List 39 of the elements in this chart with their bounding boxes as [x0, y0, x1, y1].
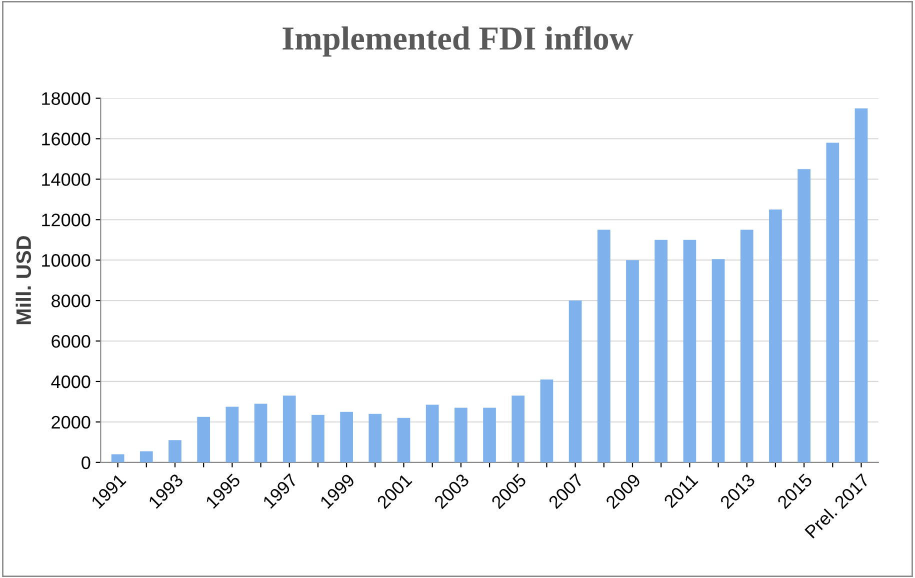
- chart-title: Implemented FDI inflow: [282, 26, 634, 57]
- y-tick-label: 12000: [42, 214, 90, 226]
- bar: [540, 379, 554, 462]
- bar: [140, 451, 153, 462]
- bar: [340, 412, 353, 462]
- bar: [226, 406, 239, 462]
- y-tick-label: 4000: [51, 375, 90, 388]
- y-tick-label: 8000: [52, 294, 90, 308]
- bar: [798, 169, 810, 462]
- bar: [769, 210, 782, 462]
- bar: [854, 108, 868, 462]
- bar: [654, 240, 668, 462]
- bar: [368, 414, 382, 462]
- bar: [111, 454, 124, 462]
- y-tick-label: 2000: [52, 416, 90, 429]
- y-axis-title: Mill. USD: [16, 236, 32, 324]
- bar: [397, 418, 410, 462]
- bar: [454, 408, 468, 462]
- y-tick-label: 16000: [42, 132, 90, 146]
- bar: [568, 300, 582, 462]
- bar: [597, 230, 610, 462]
- bar: [312, 414, 324, 462]
- bar: [712, 259, 725, 462]
- bar: [254, 404, 268, 462]
- bar: [512, 396, 525, 462]
- bar: [282, 396, 296, 462]
- bar: [826, 142, 840, 462]
- y-tick-label: 0: [82, 456, 90, 470]
- bar: [197, 416, 210, 462]
- y-tick-label: 6000: [52, 334, 90, 348]
- y-tick-label: 14000: [42, 173, 90, 186]
- bar: [168, 440, 182, 462]
- bar: [740, 230, 754, 462]
- bar: [683, 240, 696, 462]
- bar: [426, 404, 439, 462]
- bar: [483, 408, 496, 462]
- y-tick-label: 10000: [42, 254, 90, 267]
- bar: [626, 260, 639, 462]
- y-tick-label: 18000: [42, 92, 90, 105]
